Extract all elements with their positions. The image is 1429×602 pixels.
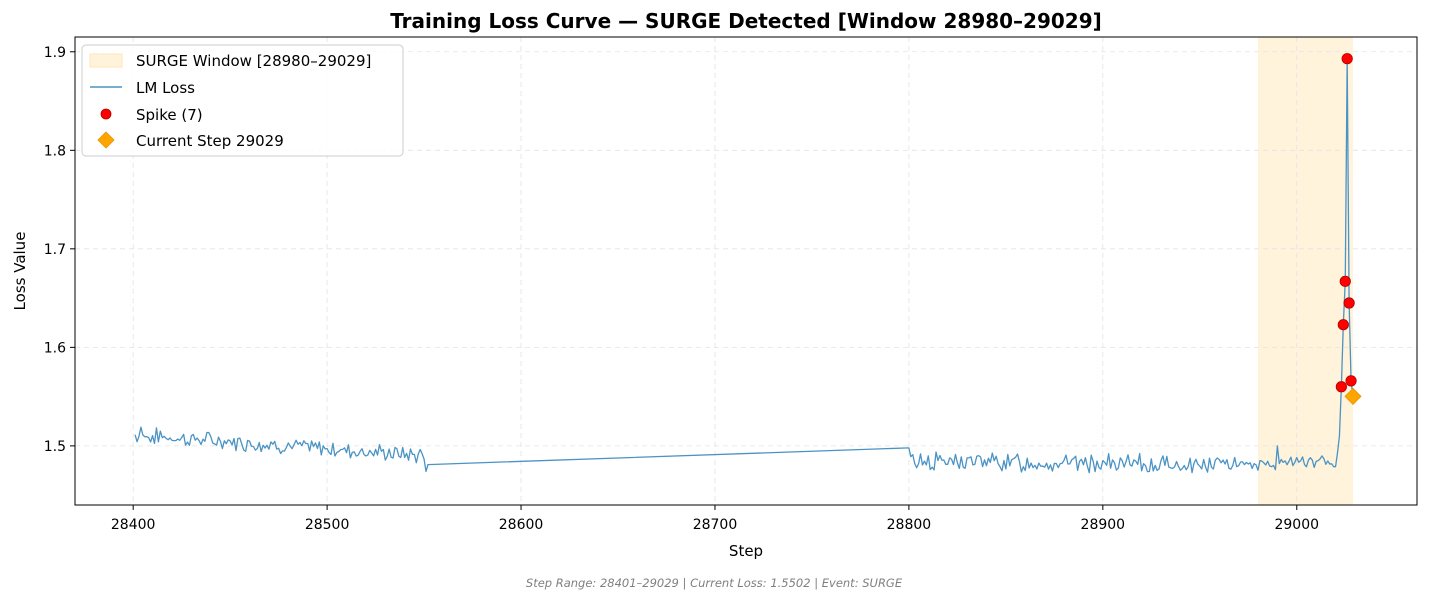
spike-point [1335, 381, 1347, 393]
legend-surge-label: SURGE Window [28980–29029] [136, 52, 371, 70]
y-tick-label: 1.9 [44, 45, 66, 61]
x-tick-label: 29000 [1274, 517, 1319, 533]
spike-point [1339, 275, 1351, 287]
legend-spike-swatch [100, 108, 112, 120]
legend-box [81, 44, 404, 157]
legend-spike-label: Spike (7) [136, 106, 203, 124]
loss-line-layer [134, 58, 1354, 474]
legend-current-label: Current Step 29029 [136, 132, 284, 150]
grid-layer [75, 37, 1417, 505]
y-tick-label: 1.7 [44, 242, 66, 258]
y-tick-label: 1.8 [44, 143, 66, 159]
legend-surge-swatch [89, 53, 123, 68]
spike-point [1343, 297, 1355, 309]
spike-point [1345, 375, 1357, 387]
surge-window-band [1257, 37, 1354, 505]
y-tick-label: 1.5 [44, 439, 66, 455]
legend: SURGE Window [28980–29029] LM Loss Spike… [81, 44, 404, 157]
x-tick-label: 28600 [499, 517, 544, 533]
y-tick-label: 1.6 [44, 340, 66, 356]
x-tick-label: 28900 [1081, 517, 1126, 533]
legend-line-label: LM Loss [136, 79, 195, 97]
y-axis-label: Loss Value [11, 232, 29, 311]
lm-loss-line [134, 58, 1354, 474]
spike-point [1337, 319, 1349, 331]
x-tick-label: 28500 [305, 517, 350, 533]
marker-layer [1335, 53, 1362, 405]
x-tick-label: 28400 [111, 517, 156, 533]
current-step-marker [1344, 387, 1362, 405]
chart-footer: Step Range: 28401–29029 | Current Loss: … [526, 576, 903, 590]
spike-point [1341, 53, 1353, 65]
plot-frame [74, 36, 1418, 506]
x-tick-label: 28800 [887, 517, 932, 533]
chart-title: Training Loss Curve — SURGE Detected [Wi… [390, 9, 1102, 33]
surge-window-layer [1257, 37, 1354, 505]
x-axis-label: Step [729, 542, 763, 560]
legend-current-swatch [97, 131, 115, 149]
tick-layer: 28400 28500 28600 28700 28800 28900 29000 1.5 1.… [44, 45, 1319, 533]
x-tick-label: 28700 [693, 517, 738, 533]
